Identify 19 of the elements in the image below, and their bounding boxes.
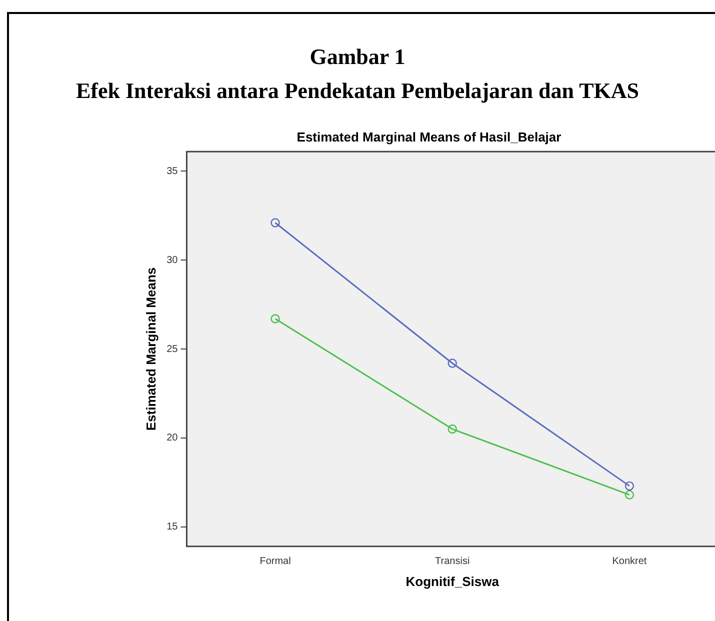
x-tick-label: Transisi bbox=[435, 556, 470, 568]
chart-title: Gambar 1 bbox=[308, 43, 406, 71]
point bbox=[270, 314, 280, 324]
text: Estimated Marginal Means of Hasil_Belajar bbox=[296, 129, 562, 144]
x-tick-label: Formal bbox=[260, 556, 291, 568]
point bbox=[624, 481, 634, 491]
y-axis-title: Estimated Marginal Means bbox=[143, 267, 158, 431]
chart-subtitle: Efek Interaksi antara Pendekatan Pembelajaran dan TKAS bbox=[74, 77, 640, 105]
y-tick-label: 20 bbox=[166, 432, 178, 444]
y-tick-label: 35 bbox=[166, 166, 178, 177]
y-tick-label: 30 bbox=[166, 254, 178, 266]
y-tick-label: 25 bbox=[166, 344, 178, 355]
x-axis-title: Kognitif_Siswa bbox=[406, 574, 500, 589]
point bbox=[624, 490, 634, 500]
x-tick-label: Konkret bbox=[612, 556, 647, 568]
point bbox=[270, 218, 280, 228]
point bbox=[448, 424, 457, 434]
y-tick-label: 15 bbox=[166, 522, 178, 533]
point bbox=[448, 358, 457, 368]
